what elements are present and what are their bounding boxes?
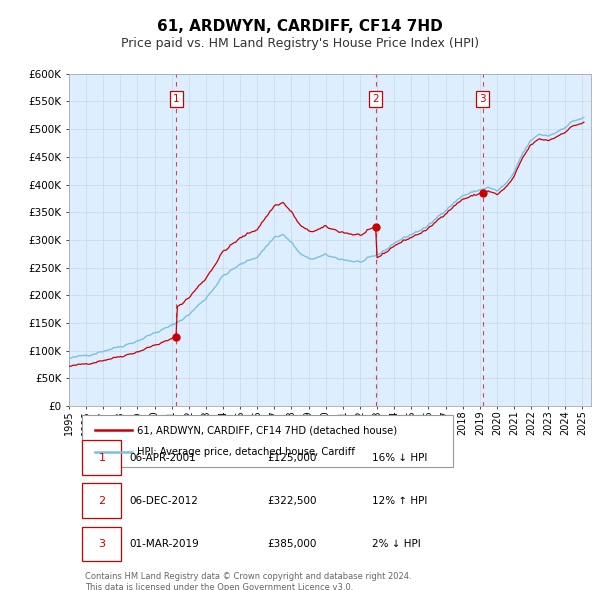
Text: £385,000: £385,000 [268,539,317,549]
Text: 1: 1 [98,453,106,463]
Text: £125,000: £125,000 [268,453,317,463]
FancyBboxPatch shape [82,415,452,467]
Text: 06-DEC-2012: 06-DEC-2012 [129,496,198,506]
Text: 16% ↓ HPI: 16% ↓ HPI [372,453,427,463]
Text: 2: 2 [98,496,106,506]
Text: £322,500: £322,500 [268,496,317,506]
Text: HPI: Average price, detached house, Cardiff: HPI: Average price, detached house, Card… [137,447,355,457]
Text: 3: 3 [98,539,106,549]
Text: 2% ↓ HPI: 2% ↓ HPI [372,539,421,549]
Text: 1: 1 [173,94,179,104]
Text: 2: 2 [373,94,379,104]
Text: Price paid vs. HM Land Registry's House Price Index (HPI): Price paid vs. HM Land Registry's House … [121,37,479,50]
FancyBboxPatch shape [82,527,121,562]
Text: 3: 3 [479,94,486,104]
Text: 61, ARDWYN, CARDIFF, CF14 7HD: 61, ARDWYN, CARDIFF, CF14 7HD [157,19,443,34]
Text: 01-MAR-2019: 01-MAR-2019 [129,539,199,549]
Text: Contains HM Land Registry data © Crown copyright and database right 2024.
This d: Contains HM Land Registry data © Crown c… [85,572,411,590]
FancyBboxPatch shape [82,440,121,475]
Text: 12% ↑ HPI: 12% ↑ HPI [372,496,427,506]
FancyBboxPatch shape [82,483,121,518]
Text: 06-APR-2001: 06-APR-2001 [129,453,196,463]
Text: 61, ARDWYN, CARDIFF, CF14 7HD (detached house): 61, ARDWYN, CARDIFF, CF14 7HD (detached … [137,425,397,435]
